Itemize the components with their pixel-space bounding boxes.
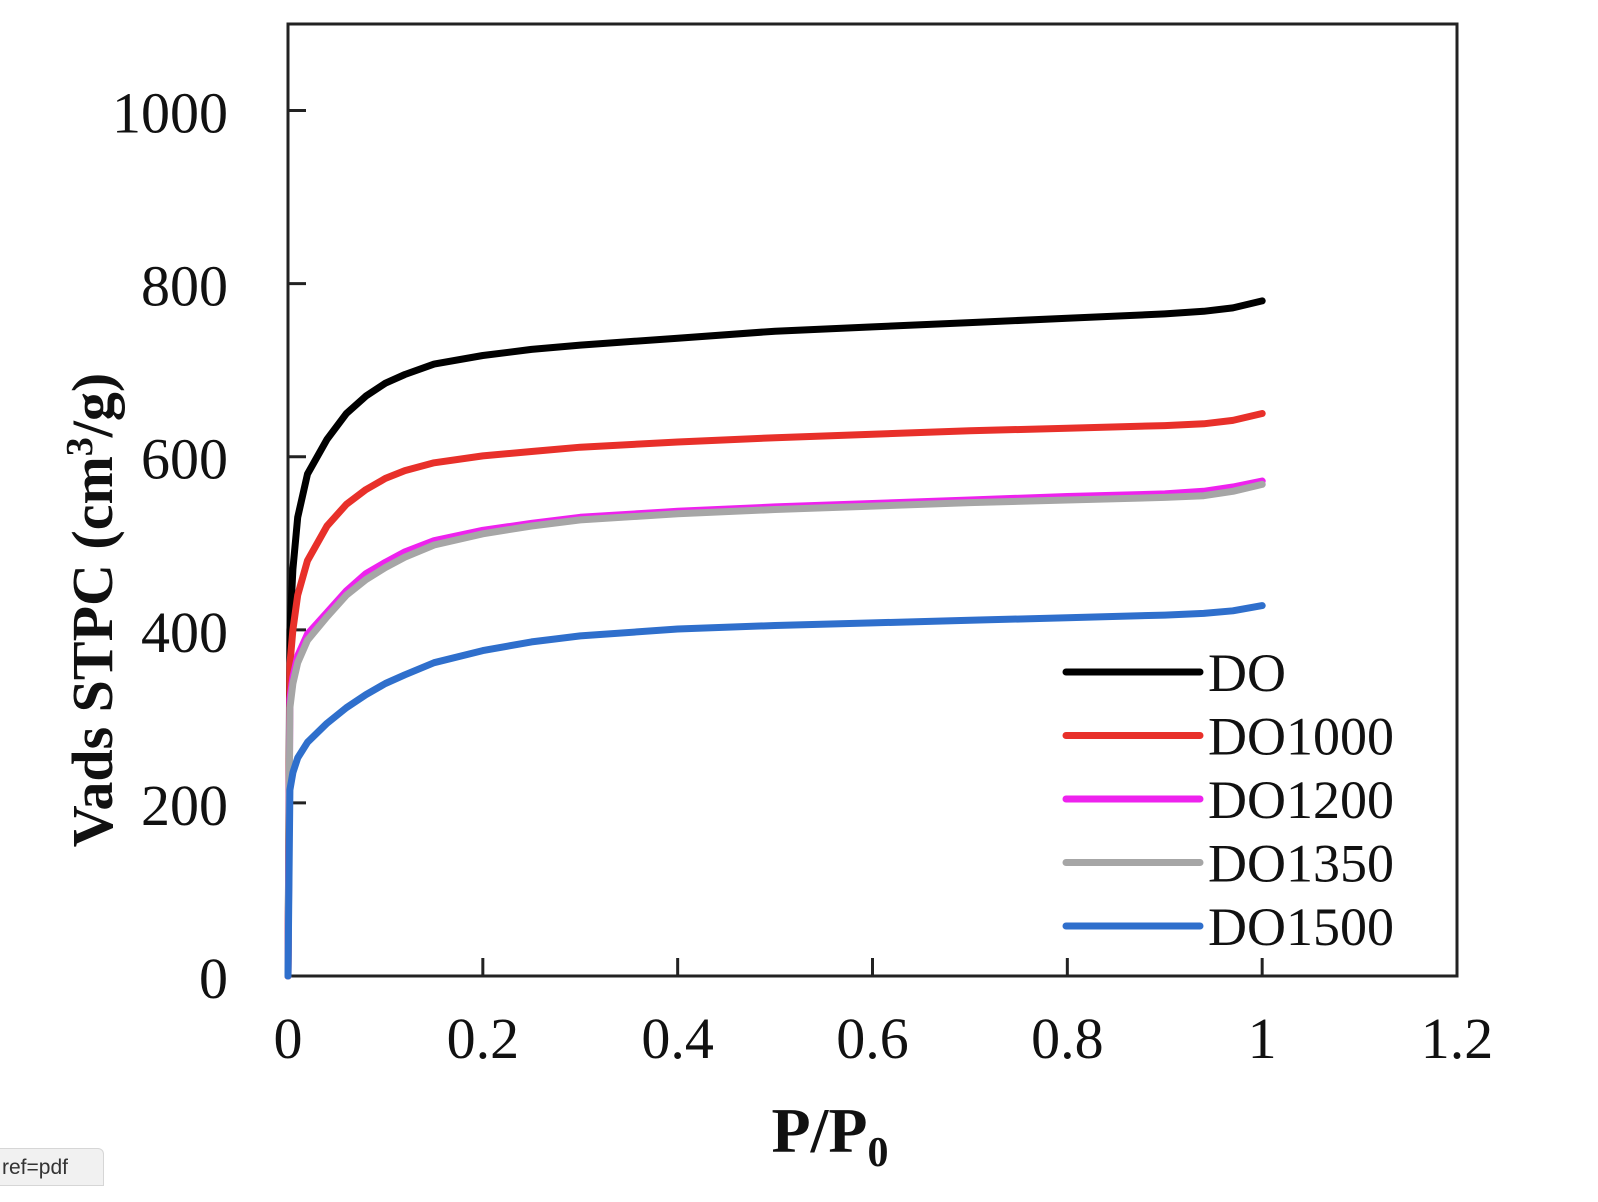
y-tick-label: 800: [141, 254, 228, 319]
x-axis-title-main: P/P: [772, 1095, 868, 1166]
y-axis-title-unit: /g): [60, 373, 125, 438]
legend-label-do1200: DO1200: [1208, 770, 1394, 830]
y-tick-label: 1000: [112, 81, 228, 146]
y-tick-label: 0: [199, 946, 228, 1011]
legend-label-do1500: DO1500: [1208, 897, 1394, 957]
y-axis-title-superscript: 3: [59, 437, 101, 456]
x-tick-label: 0.6: [836, 1006, 909, 1071]
y-tick-label: 400: [141, 600, 228, 665]
x-tick-label: 1.2: [1421, 1006, 1494, 1071]
x-axis-title-subscript: 0: [867, 1130, 888, 1176]
x-tick-label: 1: [1248, 1006, 1277, 1071]
legend-label-do1000: DO1000: [1208, 707, 1394, 767]
y-axis-title: Vads STPC (cm3/g): [59, 373, 125, 847]
url-tag: ref=pdf: [0, 1148, 104, 1186]
x-tick-label: 0.4: [641, 1006, 714, 1071]
x-tick-label: 0.2: [447, 1006, 520, 1071]
series-line-do: [284, 297, 1266, 980]
y-tick-label: 200: [141, 773, 228, 838]
ticks-group: 0 0.2 0.4 0.6 0.8 1 1.2 0 200 400 600 800 1000: [112, 81, 1493, 1071]
series-line-do1000: [284, 410, 1266, 980]
legend-label-do1350: DO1350: [1208, 834, 1394, 894]
series-line-do1350: [284, 480, 1266, 980]
x-tick-label: 0: [274, 1006, 303, 1071]
y-tick-label: 600: [141, 427, 228, 492]
series-line-do1200: [284, 477, 1266, 980]
series-line-do1500: [284, 602, 1266, 980]
y-axis-title-main: Vads STPC (cm: [60, 456, 125, 847]
x-axis-title: P/P0: [772, 1095, 889, 1176]
series-group: [284, 297, 1266, 980]
x-tick-label: 0.8: [1031, 1006, 1104, 1071]
legend-label-do: DO: [1208, 643, 1286, 703]
